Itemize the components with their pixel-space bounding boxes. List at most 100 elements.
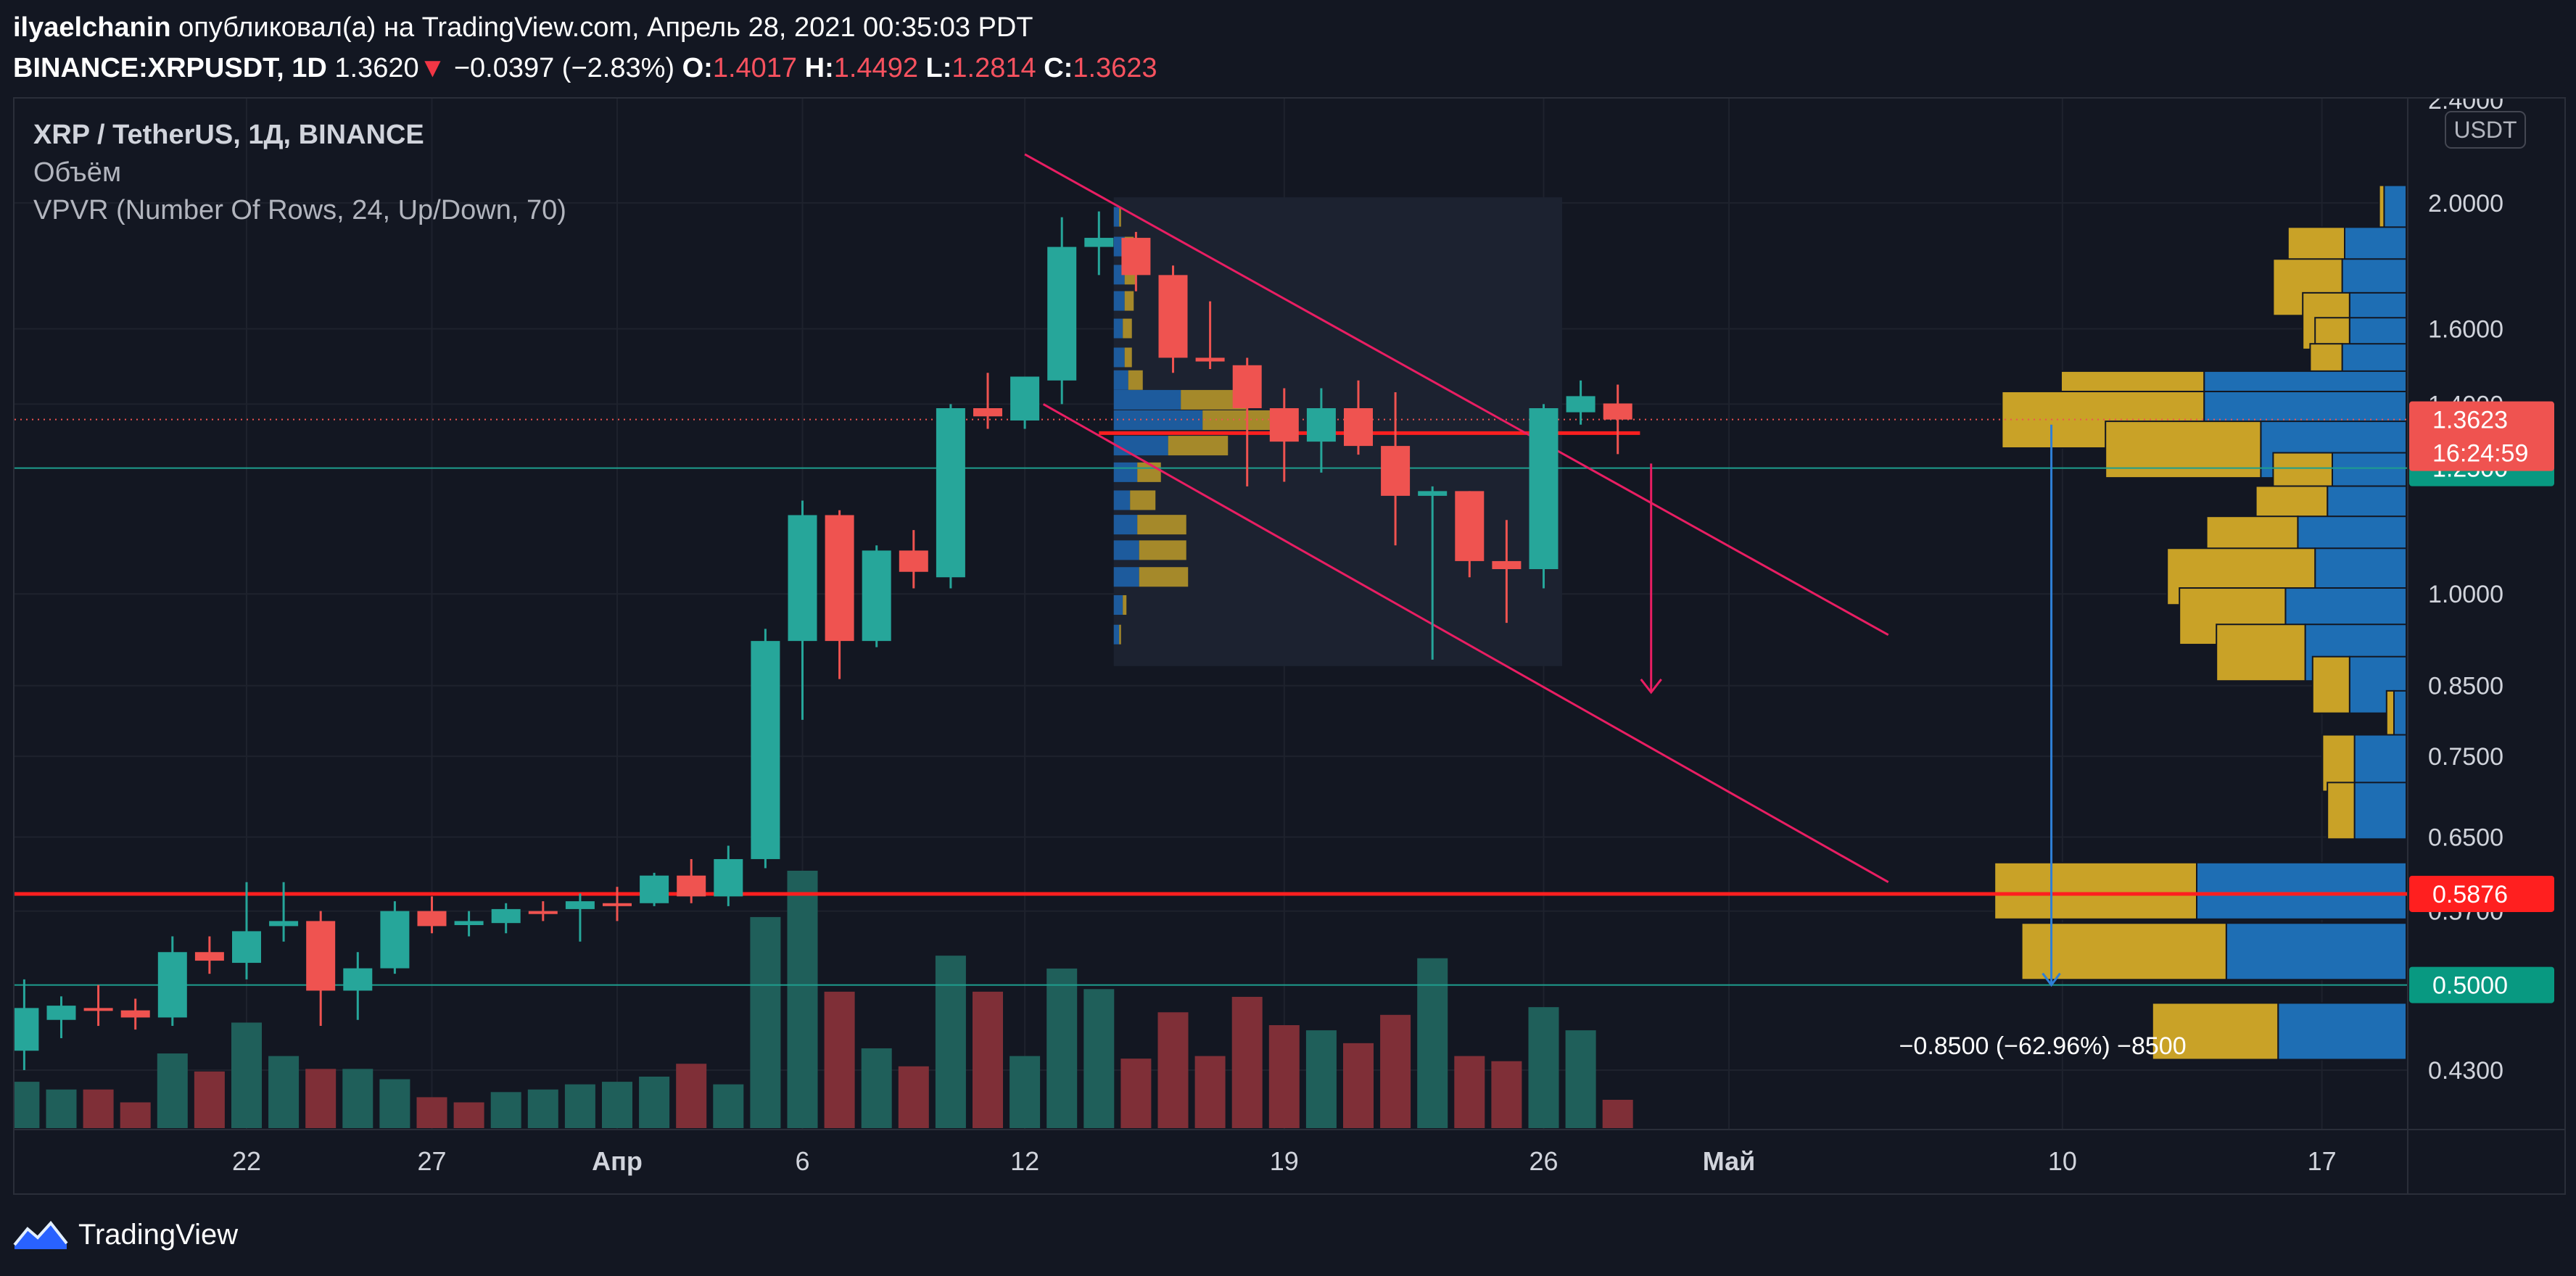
measure-label: −0.8500 (−62.96%) −8500: [1899, 1032, 2187, 1060]
volume-bar: [305, 1069, 337, 1128]
vpvr-row-down: [2311, 655, 2350, 714]
local-vpvr-up: [1113, 347, 1125, 368]
close-label: C:: [1044, 53, 1073, 83]
candle-body: [46, 1006, 76, 1020]
time-tick-label: 12: [1010, 1146, 1039, 1176]
local-vpvr-up: [1113, 436, 1168, 456]
volume-bar: [564, 1084, 595, 1128]
candle-body: [1418, 491, 1448, 496]
candle-body: [1381, 446, 1411, 496]
price-tick-label: 1.6000: [2428, 316, 2503, 344]
volume-bar: [1380, 1014, 1411, 1128]
candle-body: [973, 408, 1002, 417]
ohlc-line: BINANCE:XRPUSDT, 1D 1.3620▼ −0.0397 (−2.…: [13, 48, 1157, 88]
price-level-badge: [2409, 401, 2554, 471]
candle-body: [899, 550, 928, 572]
high-value: 1.4492: [833, 53, 918, 83]
candle-body: [194, 952, 224, 961]
price-tick-label: 0.6500: [2428, 824, 2503, 851]
candle-body: [1010, 376, 1040, 420]
volume-bar: [1305, 1030, 1337, 1128]
local-vpvr-up: [1113, 624, 1120, 645]
symbol-label: BINANCE:XRPUSDT, 1D: [13, 53, 327, 83]
candle-body: [232, 931, 261, 964]
local-vpvr-up: [1113, 370, 1128, 390]
candle-body: [640, 875, 669, 903]
time-tick-label: 27: [417, 1146, 446, 1176]
candle-body: [862, 550, 891, 642]
local-vpvr-down: [1168, 436, 1229, 456]
local-vpvr-down: [1137, 515, 1186, 535]
chart-legend: XRP / TetherUS, 1Д, BINANCE Объём VPVR (…: [33, 116, 566, 229]
unit-box: [2445, 111, 2526, 149]
candle-body: [380, 911, 410, 969]
candle-body: [157, 952, 187, 1018]
high-label: H:: [804, 53, 834, 83]
price-level-badge-text: 0.5876: [2432, 881, 2508, 908]
candle-body: [825, 515, 854, 642]
open-value: 1.4017: [712, 53, 798, 83]
countdown-text: 16:24:59: [2432, 440, 2528, 468]
time-tick-label: 10: [2048, 1146, 2077, 1176]
low-value: 1.2814: [951, 53, 1036, 83]
price-tick-label: 0.4300: [2428, 1057, 2503, 1085]
candle-body: [714, 858, 743, 897]
chart-header: ilyaelchanin опубликовал(а) на TradingVi…: [13, 7, 1157, 88]
brand-name[interactable]: TradingView: [78, 1218, 239, 1251]
candle-body: [1047, 246, 1077, 381]
candle-body: [788, 515, 817, 642]
volume-bar: [15, 1082, 40, 1128]
volume-bar: [231, 1022, 262, 1128]
local-vpvr-up: [1113, 207, 1120, 227]
low-label: L:: [925, 53, 952, 83]
vpvr-row-down: [1994, 861, 2197, 920]
volume-bar: [1343, 1043, 1374, 1128]
candle-body: [936, 408, 965, 578]
price-level-badge-text: 0.5000: [2432, 972, 2508, 1000]
local-vpvr-down: [1119, 207, 1121, 227]
volume-bar: [527, 1089, 558, 1128]
projection-arrow-head: [1640, 678, 1662, 695]
volume-bar: [1602, 1099, 1633, 1128]
time-tick-label: 19: [1270, 1146, 1299, 1176]
local-vpvr-up: [1113, 540, 1139, 560]
author-name[interactable]: ilyaelchanin: [13, 12, 171, 43]
candle-body: [1269, 408, 1299, 442]
candle-body: [1121, 238, 1151, 276]
volume-bar: [1194, 1056, 1226, 1128]
volume-bar: [490, 1092, 521, 1128]
last-price: 1.3620: [334, 53, 419, 83]
candle-body: [1566, 396, 1595, 413]
local-vpvr-down: [1139, 567, 1189, 587]
local-vpvr-down: [1128, 370, 1143, 390]
candle-body: [751, 641, 780, 859]
price-tick-label: 2.0000: [2428, 190, 2503, 218]
volume-bar: [973, 991, 1003, 1128]
volume-bar: [83, 1089, 114, 1128]
publish-line: ilyaelchanin опубликовал(а) на TradingVi…: [13, 7, 1157, 48]
volume-bar: [787, 871, 818, 1128]
volume-bar: [1491, 1061, 1522, 1128]
local-vpvr-down: [1137, 462, 1161, 482]
time-tick-label: 26: [1529, 1146, 1558, 1176]
price-chart[interactable]: −0.8500 (−62.96%) −8500 2.0000 1.6000 1.000…: [15, 99, 2564, 1193]
time-tick-label: Май: [1703, 1146, 1756, 1176]
vpvr-row-down: [2327, 782, 2356, 840]
legend-volume[interactable]: Объём: [33, 157, 122, 188]
volume-bar: [1454, 1056, 1485, 1128]
local-vpvr-up: [1113, 515, 1138, 535]
local-vpvr-up: [1113, 490, 1131, 510]
vpvr-row-up: [2353, 782, 2408, 840]
down-arrow-icon: ▼: [418, 53, 447, 83]
legend-title[interactable]: XRP / TetherUS, 1Д, BINANCE: [33, 120, 424, 150]
candle-body: [83, 1008, 113, 1011]
vpvr-row-down: [2020, 922, 2227, 981]
volume-bar: [1120, 1058, 1152, 1128]
volume-bar: [1565, 1030, 1596, 1128]
volume-bar: [861, 1048, 892, 1128]
chart-pane[interactable]: −0.8500 (−62.96%) −8500 2.0000 1.6000 1.000…: [13, 97, 2566, 1195]
vpvr-row-down: [2151, 1002, 2279, 1061]
local-vpvr-down: [1119, 624, 1121, 645]
legend-vpvr[interactable]: VPVR (Number Of Rows, 24, Up/Down, 70): [33, 195, 566, 225]
volume-bar: [639, 1077, 670, 1128]
